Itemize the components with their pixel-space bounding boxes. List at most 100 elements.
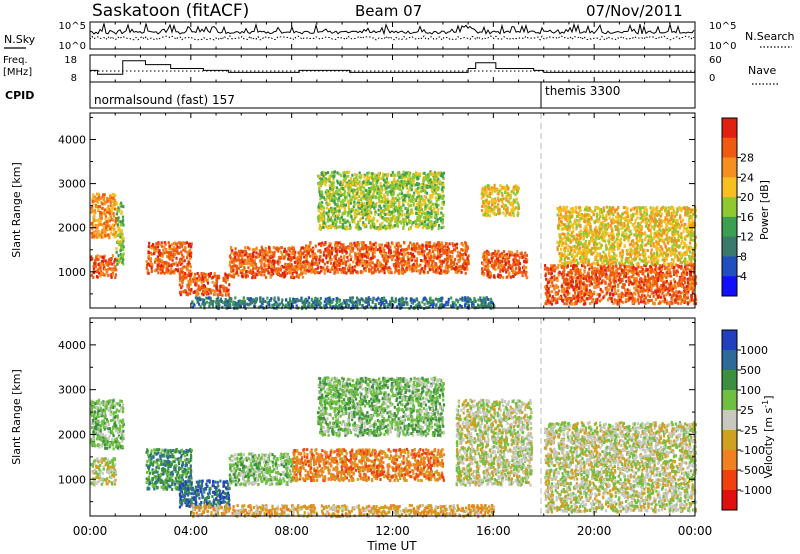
range-cell <box>435 188 438 192</box>
range-cell <box>287 257 290 261</box>
range-cell <box>215 280 219 283</box>
range-cell <box>416 190 419 194</box>
range-cell <box>319 218 322 222</box>
range-cell <box>278 269 281 273</box>
range-cell <box>90 231 93 235</box>
range-cell <box>436 269 439 273</box>
range-cell <box>314 261 317 265</box>
range-cell <box>334 266 337 270</box>
range-cell <box>392 184 395 188</box>
range-cell <box>103 193 106 197</box>
range-cell <box>305 260 308 263</box>
range-cell <box>514 256 517 259</box>
range-cell <box>109 231 112 235</box>
range-cell <box>92 275 95 279</box>
range-cell <box>453 267 457 271</box>
range-cell <box>162 265 165 269</box>
range-cell <box>362 202 366 206</box>
range-cell <box>101 228 104 232</box>
range-cell <box>409 199 412 203</box>
range-cell <box>113 264 116 268</box>
range-cell <box>112 212 115 216</box>
range-cell <box>401 175 404 179</box>
range-cell <box>487 202 490 206</box>
range-cell <box>246 246 249 250</box>
range-cell <box>324 183 327 187</box>
range-cell <box>224 280 227 284</box>
range-cell <box>202 279 205 283</box>
range-cell <box>119 220 122 224</box>
range-cell <box>349 201 352 205</box>
range-cell <box>362 262 365 265</box>
range-cell <box>246 253 250 257</box>
range-cell <box>182 241 185 245</box>
range-cell <box>122 262 125 266</box>
range-cell <box>233 264 236 268</box>
range-cell <box>523 260 526 264</box>
range-cell <box>216 288 219 292</box>
range-cell <box>346 219 349 223</box>
range-cell <box>97 223 100 227</box>
frequency-trace <box>90 60 695 75</box>
range-cell <box>387 200 390 204</box>
range-cell <box>95 205 98 209</box>
range-cell <box>294 267 297 271</box>
range-cell <box>385 186 388 190</box>
range-cell <box>94 225 97 229</box>
range-cell <box>506 192 509 196</box>
range-cell <box>104 234 107 238</box>
range-cell <box>217 289 220 293</box>
range-cell <box>338 249 341 253</box>
range-cell <box>121 253 124 257</box>
range-cell <box>386 225 389 229</box>
range-cell <box>230 251 233 255</box>
range-cell <box>368 267 371 271</box>
range-cell <box>206 278 209 282</box>
range-cell <box>197 284 200 288</box>
range-cell <box>243 274 246 278</box>
range-cell <box>290 247 293 251</box>
range-cell <box>341 187 344 190</box>
range-cell <box>192 290 195 294</box>
range-cell <box>463 259 466 263</box>
range-cell <box>665 276 668 279</box>
range-cell <box>245 262 248 266</box>
range-cell <box>507 200 510 204</box>
range-cell <box>423 224 426 228</box>
range-cell <box>353 216 356 220</box>
range-cell <box>97 208 100 212</box>
range-cell <box>524 266 528 269</box>
range-cell <box>224 272 227 276</box>
range-cell <box>481 268 484 272</box>
range-cell <box>116 233 120 237</box>
range-cell <box>299 256 303 259</box>
range-cell <box>253 275 256 279</box>
range-cell <box>259 259 262 263</box>
range-cell <box>333 170 336 174</box>
range-cell <box>437 227 440 230</box>
range-cell <box>398 197 401 201</box>
range-cell <box>344 247 347 251</box>
range-cell <box>458 265 462 269</box>
range-cell <box>307 269 310 273</box>
range-cell <box>315 258 318 262</box>
range-cell <box>434 196 437 200</box>
range-cell <box>295 274 298 278</box>
range-cell <box>235 270 239 274</box>
range-cell <box>459 268 462 272</box>
range-cell <box>338 259 341 263</box>
range-cell <box>114 216 117 220</box>
range-cell <box>268 261 271 265</box>
range-cell <box>272 265 275 269</box>
range-cell <box>260 261 263 265</box>
range-cell <box>286 271 289 275</box>
range-cell <box>378 172 381 175</box>
range-cell <box>328 193 331 197</box>
range-cell <box>284 262 287 266</box>
range-cell <box>370 244 373 248</box>
range-cell <box>97 205 100 208</box>
range-cell <box>232 266 235 270</box>
range-cell <box>442 260 445 264</box>
range-cell <box>336 216 339 220</box>
range-cell <box>488 192 491 196</box>
